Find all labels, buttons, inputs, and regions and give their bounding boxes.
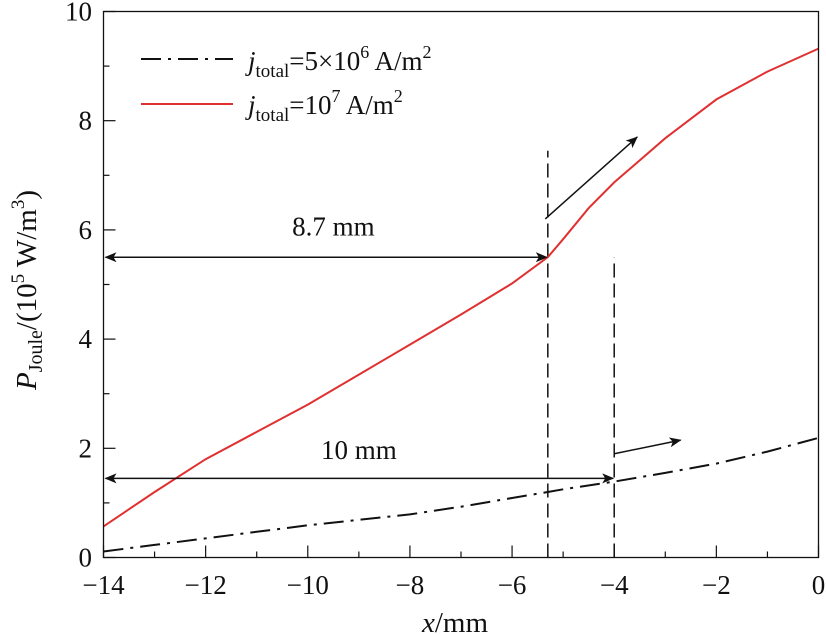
y-label-part: /(10 <box>11 283 43 330</box>
y-tick-label: 8 <box>79 106 93 136</box>
x-tick-label: −10 <box>287 570 329 600</box>
direction-arrow-0 <box>544 136 638 220</box>
legend-label-series-2: jtotal=107 A/m2 <box>245 86 403 126</box>
x-tick-label: −14 <box>82 570 125 600</box>
x-label-var: x <box>421 607 435 635</box>
x-tick-label: −8 <box>396 570 425 600</box>
legend-sup2: 2 <box>394 86 403 106</box>
axis-ticks <box>102 10 820 559</box>
y-label-part: W/m <box>11 209 43 274</box>
legend-eq: =10 <box>289 90 331 120</box>
legend-label-series-1: jtotal=5×106 A/m2 <box>245 42 432 82</box>
x-tick-label: 0 <box>812 570 826 600</box>
legend-sub: total <box>256 105 290 126</box>
y-label-sup: 5 <box>8 274 29 284</box>
y-axis-label: PJoule/(105 W/m3) <box>8 190 47 391</box>
legend-unit: A/m <box>341 90 394 120</box>
y-label-part: ) <box>11 190 43 200</box>
series-line-2 <box>102 47 819 528</box>
legend: jtotal=5×106 A/m2 jtotal=107 A/m2 <box>141 42 432 126</box>
legend-j: j <box>245 90 256 120</box>
x-tick-label: −12 <box>185 570 227 600</box>
y-label-var: P <box>11 372 43 391</box>
y-tick-label: 4 <box>79 324 93 354</box>
x-tick-label: −6 <box>498 570 527 600</box>
legend-sup2: 2 <box>423 42 432 62</box>
legend-sup: 7 <box>332 86 341 106</box>
y-tick-label: 0 <box>79 543 93 573</box>
series-line-1 <box>103 436 819 553</box>
y-label-sub: Joule <box>25 330 47 372</box>
x-tick-label: −4 <box>600 570 629 600</box>
x-axis-label: x/mm <box>421 607 488 635</box>
legend-unit: A/m <box>369 46 422 76</box>
y-tick-label: 6 <box>79 215 93 245</box>
plot-area <box>102 47 819 558</box>
x-tick-label: −2 <box>702 570 731 600</box>
legend-j: j <box>245 46 256 76</box>
legend-eq: =5×10 <box>289 46 360 76</box>
y-tick-label: 10 <box>65 0 92 27</box>
annotation-8-7mm: 8.7 mm <box>292 211 375 241</box>
annotation-10mm: 10 mm <box>321 435 397 465</box>
direction-arrow-1 <box>614 437 682 455</box>
legend-sup: 6 <box>360 42 369 62</box>
legend-sub: total <box>256 61 290 82</box>
y-tick-label: 2 <box>79 433 93 463</box>
y-label-sup: 3 <box>8 200 29 210</box>
plot-frame <box>102 10 820 559</box>
x-label-unit: /mm <box>435 607 489 635</box>
